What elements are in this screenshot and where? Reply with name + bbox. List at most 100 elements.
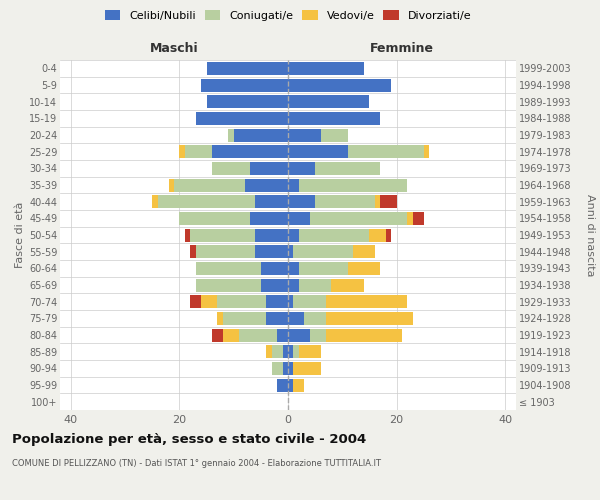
Legend: Celibi/Nubili, Coniugati/e, Vedovi/e, Divorziati/e: Celibi/Nubili, Coniugati/e, Vedovi/e, Di… bbox=[103, 8, 473, 23]
Bar bbox=[212, 162, 250, 175]
Bar bbox=[185, 145, 212, 158]
Bar bbox=[288, 278, 299, 291]
Bar bbox=[288, 345, 293, 358]
Bar bbox=[288, 378, 293, 392]
Bar bbox=[288, 262, 299, 275]
Bar bbox=[331, 278, 364, 291]
Bar bbox=[288, 195, 315, 208]
Bar bbox=[288, 78, 391, 92]
Bar bbox=[190, 295, 201, 308]
Bar bbox=[299, 262, 348, 275]
Bar bbox=[185, 228, 190, 241]
Bar bbox=[250, 212, 288, 225]
Text: Maschi: Maschi bbox=[149, 42, 199, 55]
Bar bbox=[288, 328, 310, 342]
Text: COMUNE DI PELLIZZANO (TN) - Dati ISTAT 1° gennaio 2004 - Elaborazione TUTTITALIA: COMUNE DI PELLIZZANO (TN) - Dati ISTAT 1… bbox=[12, 459, 381, 468]
Bar bbox=[212, 328, 223, 342]
Bar bbox=[293, 245, 353, 258]
Bar bbox=[169, 178, 174, 192]
Bar bbox=[272, 345, 283, 358]
Text: Femmine: Femmine bbox=[370, 42, 434, 55]
Bar bbox=[223, 328, 239, 342]
Y-axis label: Fasce di età: Fasce di età bbox=[14, 202, 25, 268]
Bar bbox=[196, 112, 288, 125]
Bar bbox=[206, 62, 288, 75]
Bar bbox=[288, 128, 320, 141]
Bar bbox=[288, 112, 380, 125]
Bar bbox=[288, 145, 348, 158]
Bar bbox=[310, 212, 407, 225]
Bar bbox=[370, 228, 386, 241]
Bar bbox=[228, 128, 234, 141]
Bar bbox=[256, 228, 288, 241]
Bar bbox=[277, 378, 288, 392]
Bar bbox=[310, 328, 326, 342]
Bar bbox=[266, 295, 288, 308]
Bar bbox=[299, 228, 370, 241]
Bar bbox=[299, 278, 331, 291]
Bar bbox=[293, 345, 299, 358]
Bar bbox=[201, 78, 288, 92]
Bar bbox=[320, 128, 348, 141]
Bar bbox=[288, 295, 293, 308]
Bar bbox=[288, 312, 304, 325]
Bar bbox=[190, 245, 196, 258]
Bar bbox=[304, 312, 326, 325]
Bar bbox=[201, 295, 217, 308]
Bar bbox=[174, 178, 245, 192]
Bar bbox=[293, 378, 304, 392]
Bar bbox=[206, 95, 288, 108]
Bar bbox=[256, 245, 288, 258]
Bar bbox=[217, 295, 266, 308]
Bar bbox=[326, 295, 407, 308]
Bar bbox=[380, 195, 397, 208]
Bar bbox=[293, 362, 320, 375]
Bar bbox=[424, 145, 429, 158]
Bar bbox=[288, 178, 299, 192]
Y-axis label: Anni di nascita: Anni di nascita bbox=[586, 194, 595, 276]
Bar bbox=[288, 362, 293, 375]
Bar bbox=[234, 128, 288, 141]
Bar bbox=[158, 195, 256, 208]
Bar bbox=[179, 145, 185, 158]
Bar bbox=[288, 62, 364, 75]
Bar bbox=[196, 245, 256, 258]
Bar bbox=[283, 345, 288, 358]
Bar bbox=[266, 345, 272, 358]
Bar bbox=[277, 328, 288, 342]
Bar bbox=[217, 312, 223, 325]
Bar bbox=[272, 362, 283, 375]
Bar bbox=[326, 328, 402, 342]
Bar bbox=[250, 162, 288, 175]
Bar bbox=[179, 212, 250, 225]
Bar bbox=[196, 278, 261, 291]
Bar bbox=[315, 162, 380, 175]
Bar bbox=[245, 178, 288, 192]
Bar bbox=[256, 195, 288, 208]
Bar bbox=[239, 328, 277, 342]
Bar bbox=[196, 262, 261, 275]
Bar bbox=[299, 345, 320, 358]
Text: Popolazione per età, sesso e stato civile - 2004: Popolazione per età, sesso e stato civil… bbox=[12, 432, 366, 446]
Bar bbox=[261, 262, 288, 275]
Bar bbox=[223, 312, 266, 325]
Bar bbox=[288, 212, 310, 225]
Bar bbox=[375, 195, 380, 208]
Bar bbox=[190, 228, 256, 241]
Bar bbox=[283, 362, 288, 375]
Bar bbox=[348, 145, 424, 158]
Bar bbox=[413, 212, 424, 225]
Bar bbox=[288, 245, 293, 258]
Bar bbox=[288, 95, 370, 108]
Bar bbox=[288, 162, 315, 175]
Bar bbox=[348, 262, 380, 275]
Bar bbox=[266, 312, 288, 325]
Bar bbox=[407, 212, 413, 225]
Bar bbox=[261, 278, 288, 291]
Bar bbox=[386, 228, 391, 241]
Bar bbox=[293, 295, 326, 308]
Bar bbox=[288, 228, 299, 241]
Bar bbox=[326, 312, 413, 325]
Bar bbox=[299, 178, 407, 192]
Bar bbox=[212, 145, 288, 158]
